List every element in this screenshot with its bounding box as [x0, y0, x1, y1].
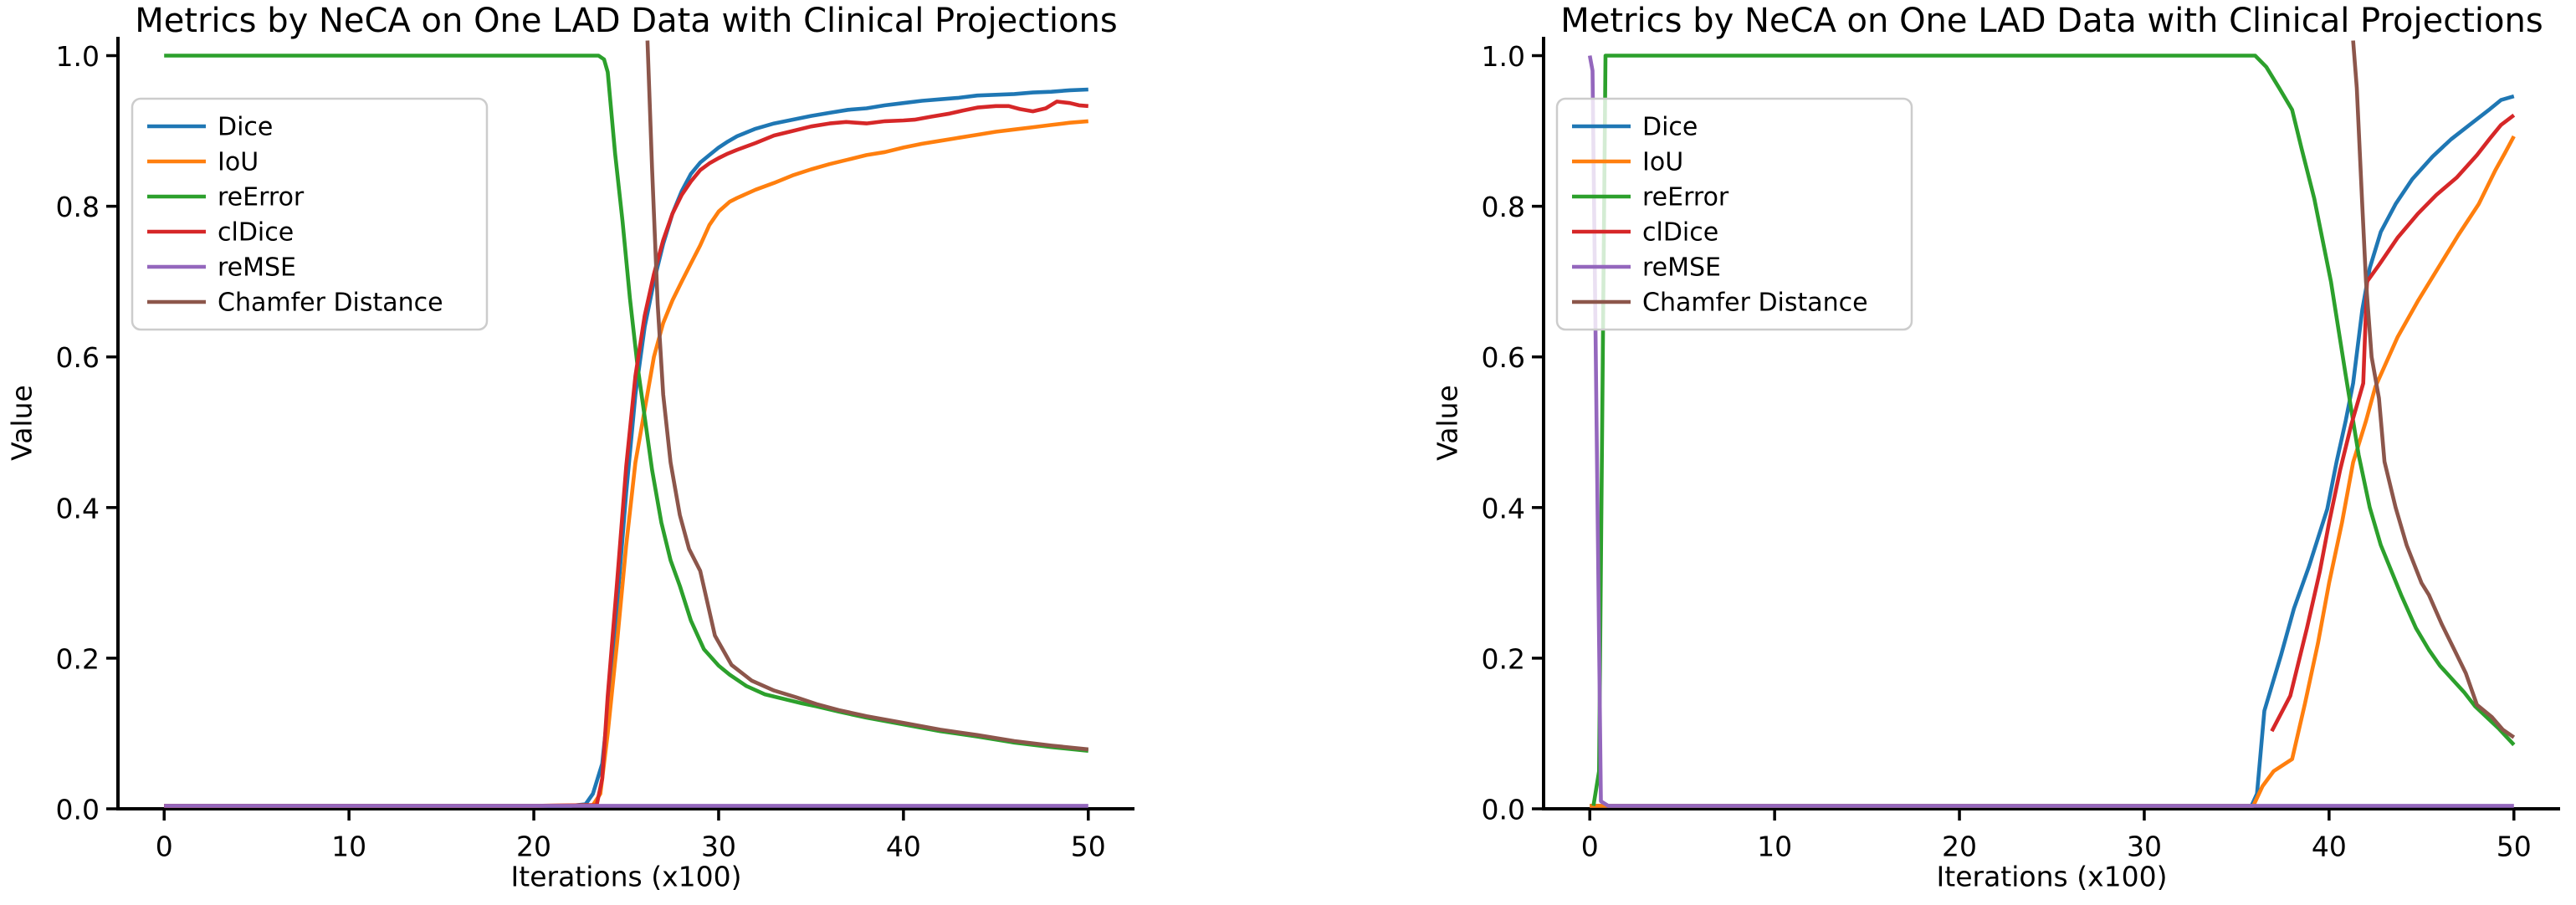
- y-axis-label: Value: [6, 385, 38, 461]
- legend-entry: clDice: [147, 218, 294, 248]
- x-tick-label: 20: [516, 831, 551, 863]
- legend-label: reError: [1642, 183, 1729, 212]
- y-tick-label: 0.0: [56, 794, 100, 826]
- legend-label: reMSE: [218, 253, 296, 283]
- legend-box: [1555, 97, 1913, 331]
- legend-label: IoU: [218, 148, 259, 177]
- y-tick-label: 0.4: [56, 492, 100, 524]
- legend-label: Dice: [218, 113, 273, 142]
- legend-label: clDice: [218, 218, 294, 248]
- y-tick-label: 0.2: [1482, 642, 1525, 675]
- x-tick-label: 10: [331, 831, 366, 863]
- x-tick-label: 30: [2127, 831, 2162, 863]
- series-line-chamfer-distance: [2351, 40, 2516, 739]
- y-tick-label: 1.0: [56, 40, 100, 73]
- legend-entry: clDice: [1572, 218, 1718, 248]
- x-tick-label: 50: [2497, 831, 2532, 863]
- legend: Dice IoU reError clDice reMSE Chamfer Distanc…: [1555, 97, 1913, 331]
- legend-entry: reMSE: [147, 253, 296, 283]
- legend-entry: IoU: [147, 148, 259, 177]
- x-tick-label: 40: [886, 831, 921, 863]
- legend-entry: IoU: [1572, 148, 1683, 177]
- x-tick-label: 0: [1581, 831, 1599, 863]
- legend-label: reError: [218, 183, 305, 212]
- legend-entry: Dice: [1572, 113, 1698, 142]
- series-line-cldice: [164, 100, 1088, 808]
- y-axis-label: Value: [1431, 385, 1464, 461]
- y-tick-label: 0.6: [1482, 341, 1525, 374]
- legend: Dice IoU reError clDice reMSE Chamfer Distanc…: [131, 97, 489, 331]
- legend-entry: Chamfer Distance: [1572, 289, 1868, 318]
- legend-entry: reMSE: [1572, 253, 1721, 283]
- chart-title: Metrics by NeCA on One LAD Data with Cli…: [135, 2, 1117, 40]
- legend-label: clDice: [1642, 218, 1718, 248]
- y-tick-label: 0.4: [1482, 492, 1525, 524]
- chart-left: 0 10 20 30 40 50 0.0 0.2 0.4 0.6 0.8 1.0 Dice IoU reEr…: [6, 2, 1134, 893]
- y-tick-label: 0.8: [56, 191, 100, 223]
- series-line-dice: [164, 87, 1088, 808]
- x-tick-label: 50: [1071, 831, 1106, 863]
- y-tick-label: 0.0: [1482, 794, 1525, 826]
- legend-label: Chamfer Distance: [1642, 289, 1868, 318]
- legend-entry: Chamfer Distance: [147, 289, 443, 318]
- series-line-chamfer-distance: [645, 40, 1089, 752]
- y-tick-label: 1.0: [1482, 40, 1525, 73]
- legend-entry: reError: [147, 183, 305, 212]
- legend-entry: Dice: [147, 113, 273, 142]
- y-tick-label: 0.2: [56, 642, 100, 675]
- legend-label: Chamfer Distance: [218, 289, 443, 318]
- y-tick-label: 0.6: [56, 341, 100, 374]
- legend-label: Dice: [1642, 113, 1698, 142]
- x-axis-label: Iterations (x100): [511, 861, 742, 893]
- x-tick-label: 0: [156, 831, 173, 863]
- chart-title: Metrics by NeCA on One LAD Data with Cli…: [1560, 2, 2543, 40]
- series-line-cldice: [2270, 113, 2516, 733]
- chart-right: 0 10 20 30 40 50 0.0 0.2 0.4 0.6 0.8 1.0 Dice IoU reEr…: [1431, 2, 2560, 893]
- legend-entry: reError: [1572, 183, 1729, 212]
- x-tick-label: 20: [1942, 831, 1977, 863]
- legend-box: [131, 97, 489, 331]
- legend-label: reMSE: [1642, 253, 1721, 283]
- x-tick-label: 10: [1757, 831, 1792, 863]
- legend-label: IoU: [1642, 148, 1683, 177]
- x-axis-label: Iterations (x100): [1937, 861, 2168, 893]
- series-line-reerror: [1591, 54, 2516, 806]
- y-tick-label: 0.8: [1482, 191, 1525, 223]
- x-tick-label: 30: [701, 831, 736, 863]
- x-tick-label: 40: [2312, 831, 2347, 863]
- series-line-iou: [164, 119, 1088, 808]
